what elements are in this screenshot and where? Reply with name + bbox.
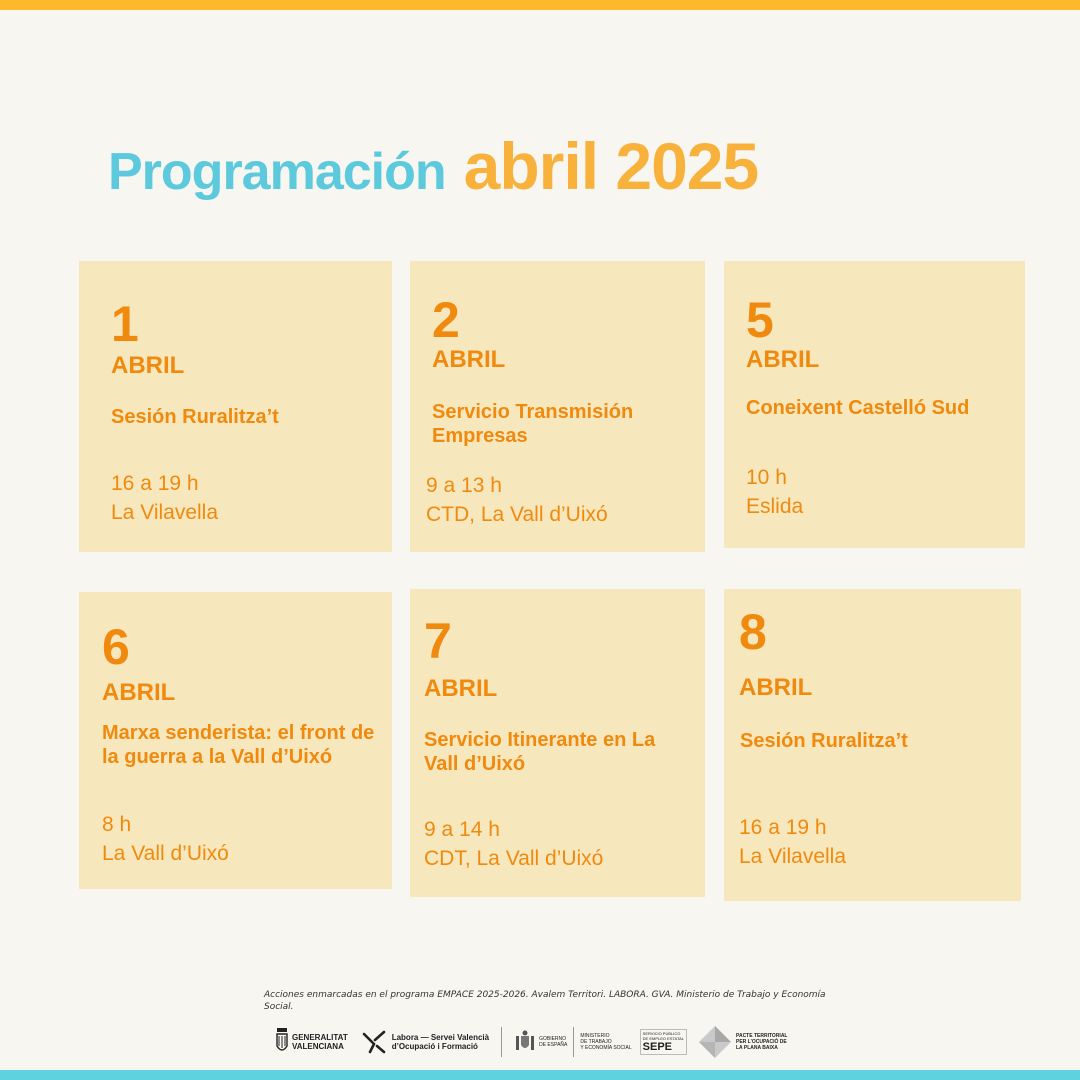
ministerio-line-2: DE TRABAJO bbox=[580, 1039, 612, 1045]
event-title: Sesión Ruralitza’t bbox=[740, 730, 908, 752]
footer-disclaimer: Acciones enmarcadas en el programa EMPAC… bbox=[264, 990, 826, 1012]
event-title: Servicio Transmisión Empresas bbox=[432, 401, 634, 447]
sepe-line-1: SERVICIO PÚBLICO bbox=[642, 1031, 681, 1036]
page-title: Programación abril 2025 bbox=[108, 128, 760, 204]
sepe-acronym: SEPE bbox=[642, 1041, 673, 1053]
event-place: La Vall d’Uixó bbox=[102, 842, 229, 865]
logo-divider bbox=[573, 1027, 575, 1057]
spain-coat-of-arms-icon bbox=[516, 1030, 535, 1050]
event-title: Sesión Ruralitza’t bbox=[111, 406, 279, 428]
event-time: 16 a 19 h bbox=[739, 816, 827, 839]
event-time: 9 a 14 h bbox=[424, 818, 500, 841]
event-time: 10 h bbox=[746, 466, 787, 489]
event-day: 6 bbox=[102, 619, 130, 675]
event-day: 5 bbox=[746, 292, 774, 348]
pacte-diamond-icon bbox=[699, 1026, 731, 1058]
event-time: 8 h bbox=[102, 813, 132, 836]
title-month-year: abril 2025 bbox=[463, 129, 760, 203]
event-day: 2 bbox=[432, 292, 460, 348]
event-day: 7 bbox=[424, 613, 452, 669]
logo-gobierno-espana: GOBIERNO DE ESPAÑA bbox=[514, 1030, 567, 1054]
gva-shield-icon bbox=[276, 1028, 288, 1051]
event-month: ABRIL bbox=[111, 352, 185, 379]
event-title: Servicio Itinerante en La Vall d’Uixó bbox=[424, 729, 656, 775]
event-card-8: 8 ABRIL Sesión Ruralitza’t 16 a 19 h La … bbox=[724, 589, 1021, 901]
pacte-line-3: LA PLANA BAIXA bbox=[736, 1045, 778, 1051]
event-card-2: 2 ABRIL Servicio Transmisión Empresas 9 … bbox=[410, 261, 705, 552]
labora-line-2: d’Ocupació i Formació bbox=[391, 1042, 478, 1051]
event-place: La Vilavella bbox=[111, 501, 219, 524]
event-time: 9 a 13 h bbox=[426, 474, 502, 497]
ministerio-line-1: MINISTERIO bbox=[580, 1033, 610, 1039]
event-place: La Vilavella bbox=[739, 845, 847, 868]
logo-pacte-territorial: PACTE TERRITORIAL PER L’OCUPACIÓ DE LA P… bbox=[697, 1024, 787, 1060]
pacte-line-1: PACTE TERRITORIAL bbox=[736, 1033, 788, 1039]
event-month: ABRIL bbox=[432, 346, 506, 373]
logo-labora: Labora — Servei Valencià d’Ocupació i Fo… bbox=[362, 1030, 489, 1054]
pacte-line-2: PER L’OCUPACIÓ DE bbox=[736, 1039, 787, 1045]
logo-generalitat-valenciana: GENERALITAT VALENCIANA bbox=[276, 1028, 348, 1056]
labora-arrow-icon bbox=[362, 1030, 386, 1054]
logo-sepe: SERVICIO PÚBLICO DE EMPLEO ESTATAL SEPE bbox=[639, 1029, 687, 1055]
event-title: Marxa senderista: el front de la guerra … bbox=[102, 722, 375, 768]
top-accent-bar bbox=[0, 0, 1080, 10]
event-day: 1 bbox=[111, 296, 139, 352]
event-place: CTD, La Vall d’Uixó bbox=[426, 503, 608, 526]
event-time: 16 a 19 h bbox=[111, 472, 199, 495]
logo-ministerio-trabajo: MINISTERIO DE TRABAJO Y ECONOMÍA SOCIAL bbox=[580, 1033, 631, 1051]
sponsor-logos: GENERALITAT VALENCIANA Labora — Servei V… bbox=[276, 1022, 787, 1062]
gva-line-1: GENERALITAT bbox=[292, 1033, 348, 1042]
sepe-line-2: DE EMPLEO ESTATAL bbox=[642, 1036, 684, 1041]
event-card-1: 1 ABRIL Sesión Ruralitza’t 16 a 19 h La … bbox=[79, 261, 392, 552]
gva-line-2: VALENCIANA bbox=[292, 1042, 344, 1051]
event-month: ABRIL bbox=[424, 675, 498, 702]
event-month: ABRIL bbox=[746, 346, 820, 373]
event-place: CDT, La Vall d’Uixó bbox=[424, 847, 604, 870]
bottom-accent-bar bbox=[0, 1070, 1080, 1080]
gobierno-line-2: DE ESPAÑA bbox=[539, 1042, 568, 1048]
event-title: Coneixent Castelló Sud bbox=[746, 397, 970, 419]
gobierno-line-1: GOBIERNO bbox=[539, 1036, 567, 1042]
event-card-6: 6 ABRIL Marxa senderista: el front de la… bbox=[79, 592, 392, 889]
event-card-7: 7 ABRIL Servicio Itinerante en La Vall d… bbox=[410, 589, 705, 897]
event-month: ABRIL bbox=[102, 679, 176, 706]
ministerio-line-3: Y ECONOMÍA SOCIAL bbox=[580, 1045, 632, 1051]
labora-line-1: Labora — Servei Valencià bbox=[391, 1033, 490, 1042]
title-programacion: Programación bbox=[108, 143, 447, 201]
event-place: Eslida bbox=[746, 495, 804, 518]
event-day: 8 bbox=[739, 604, 767, 660]
event-month: ABRIL bbox=[739, 674, 813, 701]
logo-divider bbox=[501, 1027, 503, 1057]
event-card-3: 5 ABRIL Coneixent Castelló Sud 10 h Esli… bbox=[724, 261, 1025, 548]
